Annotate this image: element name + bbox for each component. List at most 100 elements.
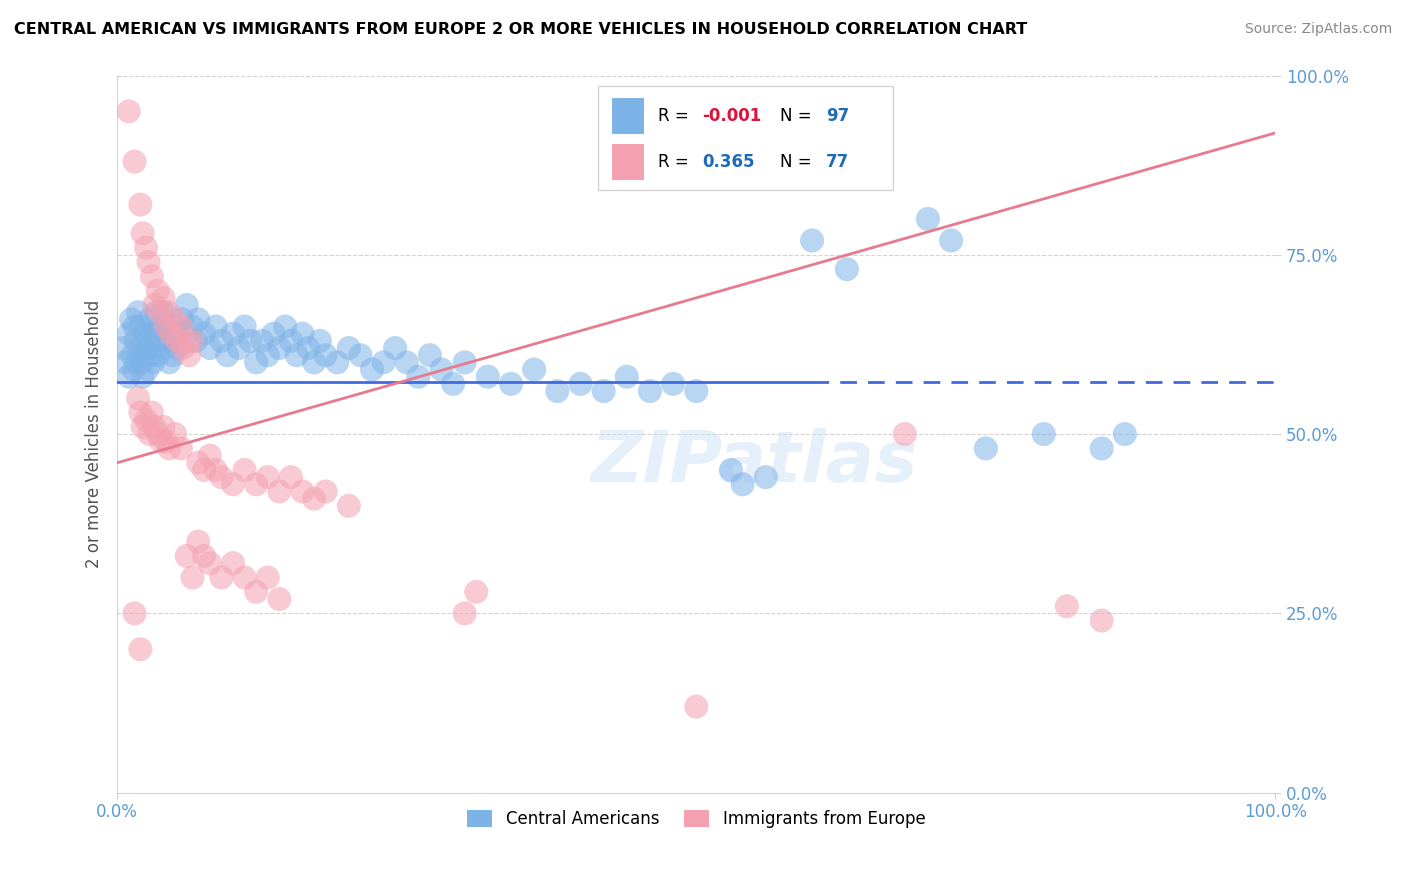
Point [269,341,291,355]
Point [169,326,191,341]
Point [256,570,278,584]
Point [361,362,384,376]
Text: 97: 97 [825,107,849,126]
Point [139,348,162,362]
FancyBboxPatch shape [598,87,893,190]
Point [228,341,250,355]
Point [198,449,221,463]
Text: 77: 77 [825,153,849,170]
Point [145,305,167,319]
Point [870,104,893,119]
Point [122,362,145,376]
Point [349,348,371,362]
Point [1091,614,1114,628]
Point [302,355,325,369]
Point [120,312,142,326]
Point [146,284,169,298]
Point [121,348,143,362]
Point [269,592,291,607]
Point [569,376,592,391]
Text: N =: N = [780,153,817,170]
Point [141,326,163,341]
Point [150,434,173,449]
Point [150,334,173,348]
Point [263,326,285,341]
Point [157,334,180,348]
Point [166,334,188,348]
Point [138,255,160,269]
FancyBboxPatch shape [612,98,644,135]
Point [198,341,221,355]
Point [280,334,302,348]
Point [453,607,475,621]
Point [159,326,181,341]
Point [315,484,337,499]
Point [111,341,134,355]
Point [118,104,141,119]
Point [616,369,638,384]
Point [141,269,163,284]
Point [419,348,441,362]
Point [1056,599,1078,614]
Point [337,499,360,513]
Point [193,326,215,341]
Point [685,384,707,398]
Point [176,334,198,348]
Point [136,362,159,376]
Text: ZIPatlas: ZIPatlas [591,428,918,497]
Point [453,355,475,369]
FancyBboxPatch shape [612,144,644,179]
Point [155,319,177,334]
Point [131,227,153,241]
Point [245,355,267,369]
Point [499,376,522,391]
Point [165,319,187,334]
Point [835,262,858,277]
Point [165,427,187,442]
Point [143,420,166,434]
Point [152,305,174,319]
Point [217,348,239,362]
Point [297,341,319,355]
Point [157,442,180,456]
Point [127,391,149,405]
Point [291,484,314,499]
Text: R =: R = [658,107,695,126]
Point [124,607,146,621]
Point [291,326,314,341]
Point [129,319,152,334]
Point [176,549,198,563]
Point [135,413,157,427]
Point [239,334,262,348]
Point [441,376,464,391]
Point [181,570,204,584]
Point [170,312,193,326]
Point [181,334,204,348]
Text: Source: ZipAtlas.com: Source: ZipAtlas.com [1244,22,1392,37]
Point [1091,442,1114,456]
Point [149,305,172,319]
Point [125,334,148,348]
Point [256,470,278,484]
Point [1114,427,1136,442]
Point [155,434,177,449]
Point [177,348,200,362]
Point [118,369,141,384]
Point [465,585,488,599]
Point [373,355,395,369]
Point [302,491,325,506]
Point [974,442,997,456]
Point [152,420,174,434]
Point [731,477,754,491]
Point [198,556,221,570]
Point [129,406,152,420]
Point [204,319,226,334]
Point [384,341,406,355]
Point [222,556,245,570]
Point [256,348,278,362]
Point [209,570,232,584]
Point [157,355,180,369]
Legend: Central Americans, Immigrants from Europe: Central Americans, Immigrants from Europ… [461,803,932,835]
Point [187,456,209,470]
Point [138,341,160,355]
